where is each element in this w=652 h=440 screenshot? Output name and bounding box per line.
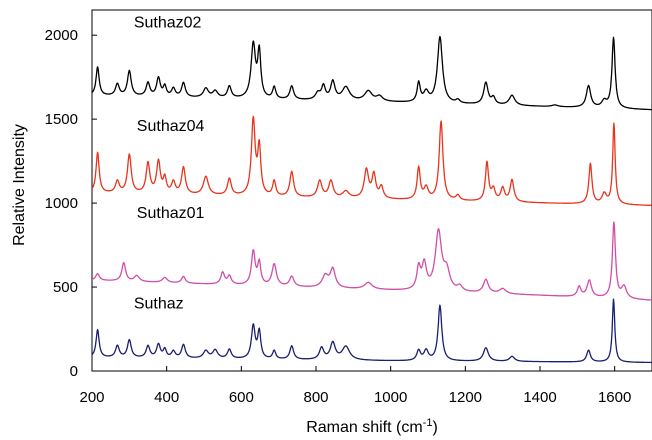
- axes: 200 400 600 800 1000 1200 1400 1600 0 500 1000 1500…: [45, 27, 632, 406]
- series-labels: Suthaz02 Suthaz04 Suthaz01 Suthaz: [134, 15, 205, 313]
- series-label-suthaz02: Suthaz02: [134, 15, 202, 32]
- series-line-suthaz: [91, 298, 652, 364]
- series-line-suthaz04: [91, 115, 652, 207]
- series-label-suthaz: Suthaz: [134, 296, 184, 313]
- x-axis-title: Raman shift (cm-1): [306, 417, 438, 436]
- y-tick-label: 500: [53, 279, 78, 296]
- series-line-suthaz01: [91, 221, 652, 301]
- series-label-suthaz04: Suthaz04: [137, 118, 205, 135]
- series-label-suthaz01: Suthaz01: [137, 205, 205, 222]
- y-tick-label: 1000: [45, 195, 78, 212]
- series-group: [91, 35, 652, 364]
- x-tick-label: 200: [79, 389, 104, 406]
- y-tick-label: 2000: [45, 27, 78, 44]
- series-line-suthaz02: [91, 35, 652, 111]
- x-axis-title-text: Raman shift (cm: [306, 419, 422, 436]
- x-tick-label: 1400: [523, 389, 556, 406]
- x-axis-title-close: ): [432, 419, 437, 436]
- y-axis-title: Relative Intensity: [11, 124, 28, 246]
- plot-area: [91, 9, 652, 372]
- x-tick-label: 400: [154, 389, 179, 406]
- x-tick-label: 600: [229, 389, 254, 406]
- x-tick-label: 1200: [449, 389, 482, 406]
- x-tick-label: 1000: [374, 389, 407, 406]
- y-tick-label: 0: [70, 363, 78, 380]
- x-axis-title-superscript: -1: [423, 417, 433, 429]
- y-tick-label: 1500: [45, 111, 78, 128]
- x-tick-label: 800: [303, 389, 328, 406]
- x-tick-label: 1600: [598, 389, 631, 406]
- plot-frame: [91, 9, 652, 372]
